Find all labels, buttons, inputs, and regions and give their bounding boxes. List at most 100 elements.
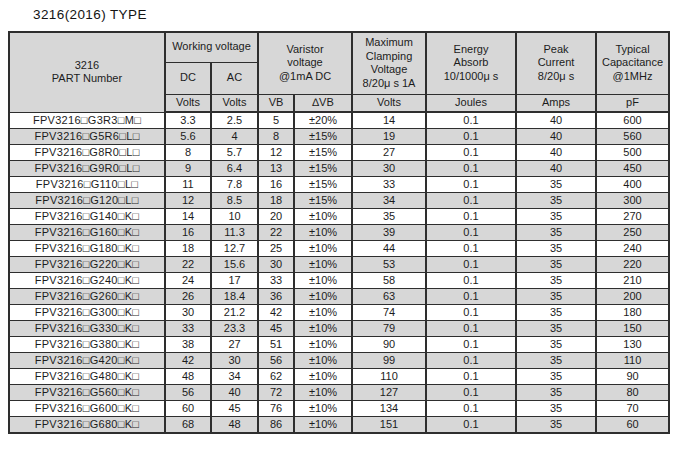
ac-volts-cell: 6.4 bbox=[211, 161, 258, 177]
peak-current-cell: 40 bbox=[516, 161, 596, 177]
vb-cell: 45 bbox=[258, 321, 294, 337]
table-header: 3216 PART Number Working voltage Varisto… bbox=[9, 32, 669, 112]
dc-volts-cell: 42 bbox=[165, 353, 211, 369]
vb-cell: 16 bbox=[258, 177, 294, 193]
energy-cell: 0.1 bbox=[426, 112, 516, 129]
peak-current-cell: 35 bbox=[516, 305, 596, 321]
header-varistor-voltage: Varistor voltage @1mA DC bbox=[258, 32, 352, 94]
part-number-cell: FPV3216□G5R6□L□ bbox=[9, 129, 165, 145]
delta-vb-cell: ±15% bbox=[294, 177, 352, 193]
dc-volts-cell: 5.6 bbox=[165, 129, 211, 145]
ac-volts-cell: 10 bbox=[211, 209, 258, 225]
unit-energy-joules: Joules bbox=[426, 94, 516, 112]
delta-vb-cell: ±15% bbox=[294, 145, 352, 161]
part-number-cell: FPV3216□G120□L□ bbox=[9, 193, 165, 209]
peak-current-cell: 35 bbox=[516, 417, 596, 434]
peak-current-cell: 35 bbox=[516, 225, 596, 241]
vb-cell: 76 bbox=[258, 401, 294, 417]
table-row: FPV3216□G680□K□684886±10%1510.13560 bbox=[9, 417, 669, 434]
delta-vb-cell: ±10% bbox=[294, 225, 352, 241]
peak-current-cell: 35 bbox=[516, 385, 596, 401]
table-row: FPV3216□G120□L□128.518±15%340.135300 bbox=[9, 193, 669, 209]
table-row: FPV3216□G110□L□117.816±15%330.135400 bbox=[9, 177, 669, 193]
peak-current-cell: 35 bbox=[516, 321, 596, 337]
vb-cell: 42 bbox=[258, 305, 294, 321]
delta-vb-cell: ±10% bbox=[294, 257, 352, 273]
capacitance-cell: 130 bbox=[596, 337, 669, 353]
energy-cell: 0.1 bbox=[426, 337, 516, 353]
capacitance-cell: 70 bbox=[596, 401, 669, 417]
clamping-voltage-cell: 19 bbox=[352, 129, 426, 145]
unit-vb: VB bbox=[258, 94, 294, 112]
clamping-voltage-cell: 30 bbox=[352, 161, 426, 177]
header-working-voltage: Working voltage bbox=[165, 32, 258, 62]
ac-volts-cell: 17 bbox=[211, 273, 258, 289]
table-row: FPV3216□G330□K□3323.345±10%790.135150 bbox=[9, 321, 669, 337]
clamping-voltage-cell: 39 bbox=[352, 225, 426, 241]
energy-cell: 0.1 bbox=[426, 161, 516, 177]
energy-cell: 0.1 bbox=[426, 273, 516, 289]
energy-cell: 0.1 bbox=[426, 417, 516, 434]
part-number-cell: FPV3216□G180□K□ bbox=[9, 241, 165, 257]
clamping-voltage-cell: 134 bbox=[352, 401, 426, 417]
vb-cell: 51 bbox=[258, 337, 294, 353]
table-row: FPV3216□G220□K□2215.630±10%530.135220 bbox=[9, 257, 669, 273]
table-row: FPV3216□G600□K□604576±10%1340.13570 bbox=[9, 401, 669, 417]
ac-volts-cell: 2.5 bbox=[211, 112, 258, 129]
delta-vb-cell: ±10% bbox=[294, 273, 352, 289]
capacitance-cell: 110 bbox=[596, 353, 669, 369]
capacitance-cell: 180 bbox=[596, 305, 669, 321]
vb-cell: 86 bbox=[258, 417, 294, 434]
capacitance-cell: 600 bbox=[596, 112, 669, 129]
dc-volts-cell: 26 bbox=[165, 289, 211, 305]
clamping-voltage-cell: 63 bbox=[352, 289, 426, 305]
energy-cell: 0.1 bbox=[426, 385, 516, 401]
ac-volts-cell: 34 bbox=[211, 369, 258, 385]
dc-volts-cell: 11 bbox=[165, 177, 211, 193]
table-row: FPV3216□G480□K□483462±10%1100.13590 bbox=[9, 369, 669, 385]
part-number-cell: FPV3216□G8R0□L□ bbox=[9, 145, 165, 161]
part-number-cell: FPV3216□G260□K□ bbox=[9, 289, 165, 305]
ac-volts-cell: 8.5 bbox=[211, 193, 258, 209]
spec-table: 3216 PART Number Working voltage Varisto… bbox=[8, 31, 670, 434]
table-row: FPV3216□G420□K□423056±10%990.135110 bbox=[9, 353, 669, 369]
capacitance-cell: 270 bbox=[596, 209, 669, 225]
delta-vb-cell: ±10% bbox=[294, 369, 352, 385]
ac-volts-cell: 5.7 bbox=[211, 145, 258, 161]
clamping-voltage-cell: 35 bbox=[352, 209, 426, 225]
dc-volts-cell: 18 bbox=[165, 241, 211, 257]
peak-current-cell: 40 bbox=[516, 129, 596, 145]
delta-vb-cell: ±10% bbox=[294, 353, 352, 369]
ac-volts-cell: 7.8 bbox=[211, 177, 258, 193]
peak-current-cell: 35 bbox=[516, 337, 596, 353]
vb-cell: 20 bbox=[258, 209, 294, 225]
ac-volts-cell: 48 bbox=[211, 417, 258, 434]
table-row: FPV3216□G240□K□241733±10%580.135210 bbox=[9, 273, 669, 289]
clamping-voltage-cell: 14 bbox=[352, 112, 426, 129]
vb-cell: 56 bbox=[258, 353, 294, 369]
part-number-cell: FPV3216□G380□K□ bbox=[9, 337, 165, 353]
vb-cell: 30 bbox=[258, 257, 294, 273]
clamping-voltage-cell: 44 bbox=[352, 241, 426, 257]
ac-volts-cell: 12.7 bbox=[211, 241, 258, 257]
clamping-voltage-cell: 34 bbox=[352, 193, 426, 209]
peak-current-cell: 35 bbox=[516, 401, 596, 417]
dc-volts-cell: 56 bbox=[165, 385, 211, 401]
energy-cell: 0.1 bbox=[426, 225, 516, 241]
dc-volts-cell: 3.3 bbox=[165, 112, 211, 129]
dc-volts-cell: 48 bbox=[165, 369, 211, 385]
ac-volts-cell: 4 bbox=[211, 129, 258, 145]
unit-delta-vb: ∆VB bbox=[294, 94, 352, 112]
dc-volts-cell: 16 bbox=[165, 225, 211, 241]
table-row: FPV3216□G3R3□M□3.32.55±20%140.140600 bbox=[9, 112, 669, 129]
part-number-cell: FPV3216□G140□K□ bbox=[9, 209, 165, 225]
energy-cell: 0.1 bbox=[426, 177, 516, 193]
energy-cell: 0.1 bbox=[426, 305, 516, 321]
clamping-voltage-cell: 53 bbox=[352, 257, 426, 273]
vb-cell: 33 bbox=[258, 273, 294, 289]
part-number-cell: FPV3216□G300□K□ bbox=[9, 305, 165, 321]
vb-cell: 36 bbox=[258, 289, 294, 305]
delta-vb-cell: ±10% bbox=[294, 401, 352, 417]
capacitance-cell: 80 bbox=[596, 385, 669, 401]
part-number-cell: FPV3216□G330□K□ bbox=[9, 321, 165, 337]
